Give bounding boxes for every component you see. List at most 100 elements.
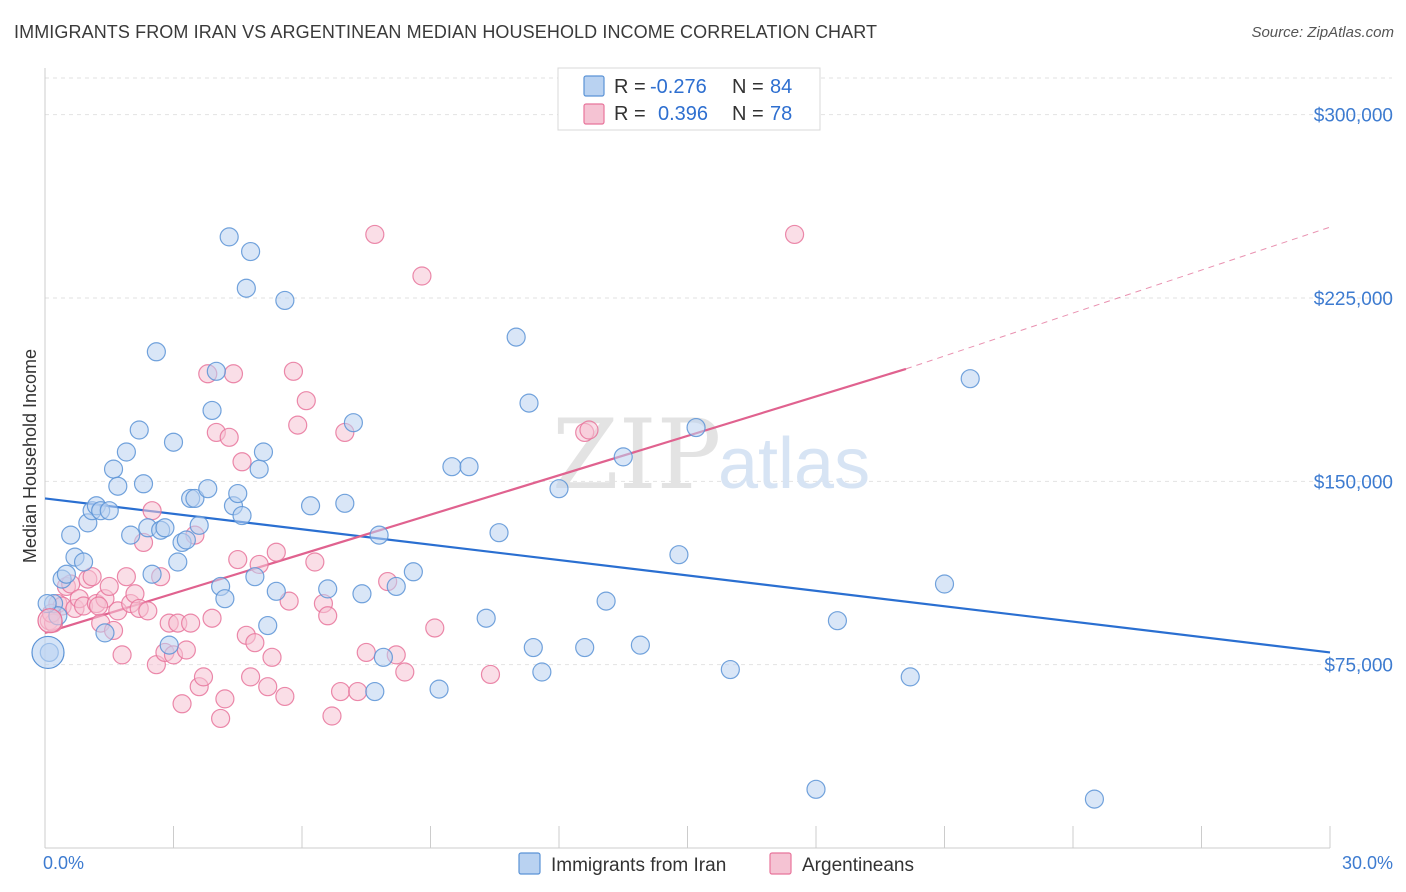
iran-point-72 xyxy=(613,447,633,467)
iran-point-59 xyxy=(403,562,423,582)
argentinean-point-52 xyxy=(275,686,295,707)
iran-point-75 xyxy=(686,417,706,438)
iran-point-42 xyxy=(236,278,256,298)
bottom-legend-swatch-argentineans xyxy=(769,852,792,875)
iran-point-69 xyxy=(549,479,569,499)
bottom-legend: Immigrants from Iran Argentineans xyxy=(518,852,914,876)
iran-point-74 xyxy=(669,545,689,565)
bottom-legend-label-argentineans: Argentineans xyxy=(802,855,914,876)
legend-n-value-iran: 84 xyxy=(770,76,792,98)
iran-point-73 xyxy=(630,635,650,655)
argentinean-point-76 xyxy=(88,596,109,616)
iran-point-54 xyxy=(352,584,372,604)
iran-point-16 xyxy=(116,442,136,462)
iran-point-35 xyxy=(206,361,226,381)
iran-point-22 xyxy=(146,342,166,362)
iran-point-53 xyxy=(343,413,363,433)
argentinean-point-53 xyxy=(279,591,299,611)
iran-point-18 xyxy=(129,420,149,440)
iran-point-57 xyxy=(373,647,393,667)
argentinean-point-69 xyxy=(412,266,432,286)
iran-point-64 xyxy=(489,523,509,543)
iran-point-24 xyxy=(155,518,175,538)
argentinean-point-70 xyxy=(425,618,445,638)
iran-point-66 xyxy=(519,393,539,413)
argentinean-point-45 xyxy=(232,452,252,472)
legend-r-value-argentineans: 0.396 xyxy=(658,103,708,125)
bottom-legend-swatch-iran xyxy=(518,852,541,875)
iran-point-67 xyxy=(523,637,543,658)
iran-point-41 xyxy=(232,505,252,526)
argentinean-point-10 xyxy=(82,567,102,587)
iran-point-78 xyxy=(827,611,848,631)
x-tick-label-1: 30.0% xyxy=(1342,853,1393,873)
argentinean-point-36 xyxy=(193,667,214,687)
y-tick-label-1: $150,000 xyxy=(1314,472,1393,493)
legend-n-label-iran: N = xyxy=(732,76,764,98)
iran-point-32 xyxy=(189,515,209,535)
argentinean-point-57 xyxy=(305,552,325,572)
iran-point-31 xyxy=(185,488,205,509)
iran-point-56 xyxy=(369,525,389,545)
iran-point-5 xyxy=(61,525,81,545)
iran-point-34 xyxy=(202,400,222,421)
iran-point-45 xyxy=(249,459,269,479)
argentinean-point-64 xyxy=(356,642,376,663)
argentinean-point-59 xyxy=(318,606,338,626)
iran-point-81 xyxy=(960,369,980,389)
iran-point-4 xyxy=(56,564,77,584)
iran-point-63 xyxy=(476,608,496,628)
iran-point-70 xyxy=(575,637,595,658)
iran-point-15 xyxy=(108,476,128,496)
argentinean-point-54 xyxy=(283,361,304,381)
argentinean-point-17 xyxy=(112,645,132,665)
iran-point-47 xyxy=(258,615,278,636)
chart-title: IMMIGRANTS FROM IRAN VS ARGENTINEAN MEDI… xyxy=(14,22,878,42)
bottom-legend-label-iran: Immigrants from Iran xyxy=(551,855,726,876)
y-tick-label-0: $75,000 xyxy=(1324,656,1393,677)
x-tick-labels: 0.0% 30.0% xyxy=(43,853,1393,873)
iran-point-52 xyxy=(335,493,355,513)
iran-point-38 xyxy=(219,227,239,247)
argentinean-point-65 xyxy=(365,224,385,245)
iran-point-26 xyxy=(163,432,184,452)
legend-n-value-argentineans: 78 xyxy=(770,103,792,125)
iran-point-40 xyxy=(228,483,248,504)
legend-r-label-argentineans: R = xyxy=(614,103,646,125)
y-tick-label-3: $300,000 xyxy=(1314,106,1393,127)
argentinean-point-42 xyxy=(219,427,239,447)
iran-point-21 xyxy=(142,564,162,584)
argentinean-point-31 xyxy=(172,694,192,714)
iran-point-80 xyxy=(934,574,955,594)
argentinean-trend-line xyxy=(44,367,907,634)
iran-point-44 xyxy=(245,567,265,587)
axes xyxy=(44,68,1331,849)
legend-swatch-iran xyxy=(583,75,605,97)
legend: R = -0.276 N = 84 R = 0.396 N = 78 xyxy=(557,67,821,131)
iran-point-55 xyxy=(365,681,385,702)
argentinean-point-23 xyxy=(138,601,158,621)
data-points xyxy=(31,224,1105,809)
iran-point-27 xyxy=(168,552,188,572)
iran-point-50 xyxy=(300,496,321,516)
argentinean-point-32 xyxy=(176,640,196,660)
iran-point-29 xyxy=(176,530,196,550)
iran-point-46 xyxy=(253,442,274,462)
iran-point-76 xyxy=(720,659,740,680)
legend-n-label-argentineans: N = xyxy=(732,103,764,125)
iran-point-12 xyxy=(95,623,115,643)
argentinean-point-74 xyxy=(784,224,805,245)
y-axis-label: Median Household Income xyxy=(20,349,40,563)
argentinean-point-33 xyxy=(181,613,201,633)
trend-lines xyxy=(44,226,1331,654)
argentinean-point-50 xyxy=(262,647,282,667)
argentinean-point-14 xyxy=(99,576,119,597)
argentinean-point-49 xyxy=(258,677,278,697)
iran-point-48 xyxy=(266,581,286,601)
legend-swatch-argentineans xyxy=(583,103,605,125)
argentinean-point-41 xyxy=(215,689,235,709)
argentinean-point-55 xyxy=(288,415,308,435)
argentinean-point-71 xyxy=(480,664,501,685)
iran-point-33 xyxy=(198,479,218,499)
